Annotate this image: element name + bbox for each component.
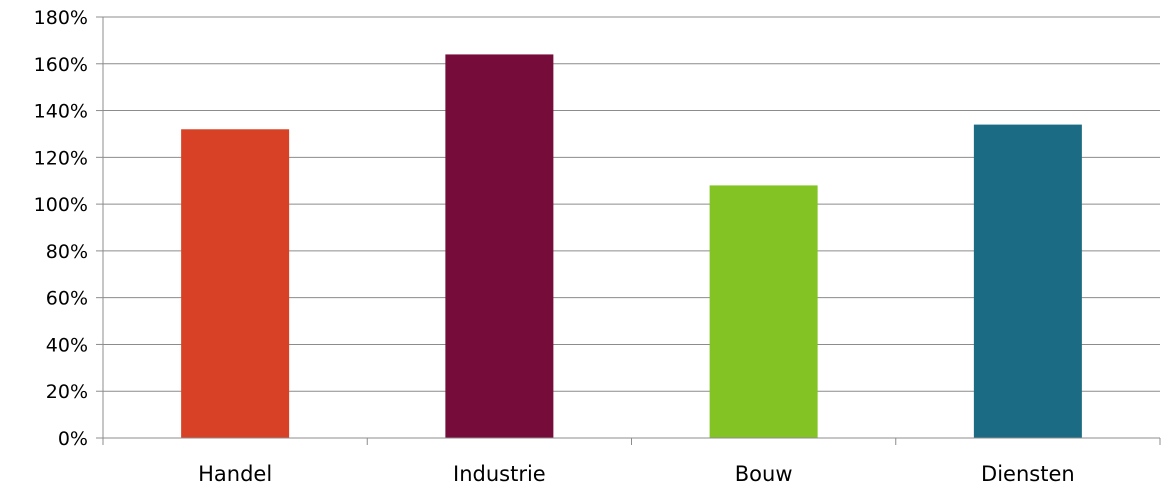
y-tick-label: 180% bbox=[34, 7, 88, 29]
y-tick-label: 0% bbox=[58, 428, 88, 450]
y-tick-label: 40% bbox=[46, 334, 88, 356]
y-tick-label: 100% bbox=[34, 194, 88, 216]
y-tick-label: 160% bbox=[34, 54, 88, 76]
y-axis-tick-labels: 0% 20% 40% 60% 80% 100% 120% 140% 160% 180% bbox=[34, 7, 88, 450]
y-tick-label: 60% bbox=[46, 288, 88, 310]
y-tick-label: 80% bbox=[46, 241, 88, 263]
bars bbox=[181, 54, 1082, 439]
bar-diensten bbox=[973, 124, 1082, 438]
y-tick-label: 20% bbox=[46, 381, 88, 403]
x-tick-label: Industrie bbox=[453, 462, 546, 486]
y-tick-label: 120% bbox=[34, 147, 88, 169]
x-tick-label: Diensten bbox=[981, 462, 1075, 486]
x-tick-label: Handel bbox=[198, 462, 272, 486]
bar-industrie bbox=[445, 54, 554, 439]
bar-handel bbox=[181, 129, 290, 438]
axes bbox=[96, 16, 1161, 445]
x-tick-label: Bouw bbox=[735, 462, 793, 486]
x-axis-tick-labels: Handel Industrie Bouw Diensten bbox=[198, 462, 1075, 486]
bar-bouw bbox=[709, 185, 818, 438]
y-tick-label: 140% bbox=[34, 101, 88, 123]
